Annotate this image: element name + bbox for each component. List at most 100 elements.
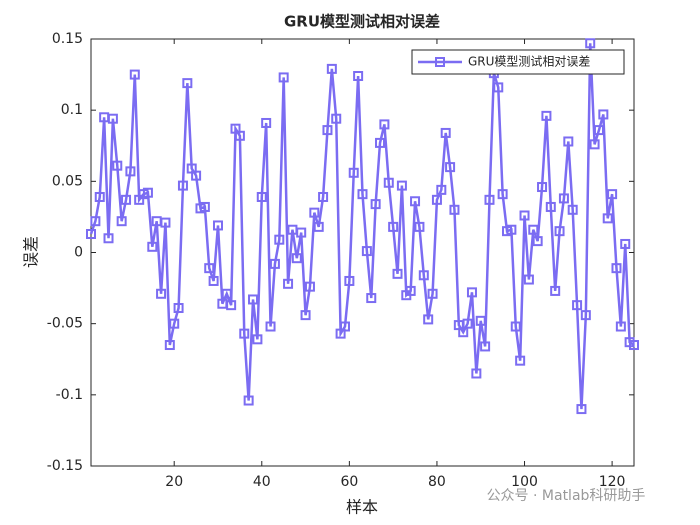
data-point xyxy=(396,180,407,191)
data-point xyxy=(147,241,158,252)
y-axis-label: 误差 xyxy=(22,236,41,268)
data-point xyxy=(234,130,245,141)
data-point xyxy=(265,321,276,332)
data-point xyxy=(431,194,442,205)
data-point xyxy=(541,110,552,121)
data-point xyxy=(629,340,639,351)
x-axis-label: 样本 xyxy=(346,498,378,517)
y-tick-label: 0 xyxy=(74,245,83,261)
data-point xyxy=(366,293,377,304)
data-point xyxy=(545,201,556,212)
data-point xyxy=(326,63,337,74)
data-point xyxy=(593,125,604,136)
data-point xyxy=(243,395,254,406)
data-point xyxy=(156,288,167,299)
data-point xyxy=(177,180,188,191)
data-point xyxy=(615,321,626,332)
data-point xyxy=(554,226,565,237)
data-point xyxy=(322,125,333,136)
data-point xyxy=(361,246,372,257)
legend-label: GRU模型测试相对误差 xyxy=(468,54,590,69)
data-point xyxy=(585,38,596,49)
data-point xyxy=(462,318,473,329)
plot-frame xyxy=(90,38,635,467)
x-tick-label: 100 xyxy=(511,474,538,490)
data-point xyxy=(523,274,534,285)
data-point xyxy=(348,167,359,178)
data-point xyxy=(94,191,105,202)
data-point xyxy=(532,236,543,247)
data-point xyxy=(296,227,307,238)
data-point xyxy=(300,310,311,321)
data-point xyxy=(537,182,548,193)
watermark: 公众号 · Matlab科研助手 xyxy=(487,488,646,504)
data-point xyxy=(466,287,477,298)
data-point xyxy=(256,191,267,202)
data-point xyxy=(204,263,215,274)
data-point xyxy=(248,294,259,305)
data-point xyxy=(252,334,263,345)
data-point xyxy=(436,184,447,195)
data-point xyxy=(388,221,399,232)
x-tick-label: 40 xyxy=(253,474,271,490)
data-point xyxy=(598,109,609,120)
data-point xyxy=(445,162,456,173)
data-point xyxy=(291,253,302,264)
data-point xyxy=(121,194,132,205)
data-point xyxy=(418,270,429,281)
data-point xyxy=(563,136,574,147)
data-point xyxy=(90,216,101,227)
data-point xyxy=(589,139,600,150)
data-point xyxy=(528,224,539,235)
data-point xyxy=(208,275,219,286)
data-point xyxy=(506,224,517,235)
x-tick-label: 120 xyxy=(599,474,626,490)
data-point xyxy=(493,82,504,93)
data-point xyxy=(410,196,421,207)
data-point xyxy=(370,199,381,210)
data-point xyxy=(116,216,127,227)
data-point xyxy=(449,204,460,215)
data-point xyxy=(405,285,416,296)
data-point xyxy=(304,281,315,292)
data-point xyxy=(199,201,210,212)
data-point xyxy=(414,221,425,232)
data-point xyxy=(550,285,561,296)
data-point xyxy=(379,119,390,130)
data-point xyxy=(129,69,140,80)
data-point xyxy=(261,117,272,128)
data-point xyxy=(226,300,237,311)
data-point xyxy=(602,213,613,224)
data-point xyxy=(212,220,223,231)
data-point xyxy=(607,189,618,200)
data-point xyxy=(107,113,118,124)
data-line xyxy=(89,43,635,410)
x-tick-label: 80 xyxy=(428,474,446,490)
data-point xyxy=(339,321,350,332)
chart-title: GRU模型测试相对误差 xyxy=(284,13,440,31)
data-point xyxy=(274,234,285,245)
data-point xyxy=(103,233,114,244)
data-point xyxy=(283,278,294,289)
data-point xyxy=(318,191,329,202)
y-tick-label: -0.15 xyxy=(47,458,83,474)
data-point xyxy=(375,137,386,148)
y-tick-label: 0.1 xyxy=(61,102,83,118)
data-point xyxy=(125,166,136,177)
data-point xyxy=(112,160,123,171)
y-tick-label: 0.15 xyxy=(52,31,83,47)
data-point xyxy=(480,341,491,352)
x-tick-label: 60 xyxy=(340,474,358,490)
data-point xyxy=(191,170,202,181)
data-point xyxy=(344,275,355,286)
data-point xyxy=(620,238,631,249)
y-tick-label: -0.05 xyxy=(47,316,83,332)
data-point xyxy=(515,355,526,366)
data-point xyxy=(471,368,482,379)
data-point xyxy=(278,72,289,83)
x-tick-label: 20 xyxy=(165,474,183,490)
data-point xyxy=(510,321,521,332)
data-point xyxy=(484,194,495,205)
data-point xyxy=(572,300,583,311)
